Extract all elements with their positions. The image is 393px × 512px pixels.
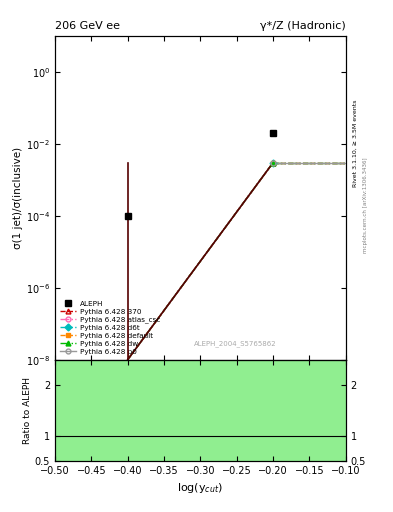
Y-axis label: σ(1 jet)/σ(inclusive): σ(1 jet)/σ(inclusive) <box>13 146 23 249</box>
Text: 206 GeV ee: 206 GeV ee <box>55 21 120 31</box>
Legend: ALEPH, Pythia 6.428 370, Pythia 6.428 atlas_csc, Pythia 6.428 d6t, Pythia 6.428 : ALEPH, Pythia 6.428 370, Pythia 6.428 at… <box>59 299 162 356</box>
Text: ALEPH_2004_S5765862: ALEPH_2004_S5765862 <box>194 340 277 347</box>
Y-axis label: Ratio to ALEPH: Ratio to ALEPH <box>23 377 32 444</box>
Text: Rivet 3.1.10, ≥ 3.5M events: Rivet 3.1.10, ≥ 3.5M events <box>353 100 358 187</box>
Text: γ*/Z (Hadronic): γ*/Z (Hadronic) <box>260 21 346 31</box>
X-axis label: log(y$_{cut}$): log(y$_{cut}$) <box>177 481 224 495</box>
Text: mcplots.cern.ch [arXiv:1306.3436]: mcplots.cern.ch [arXiv:1306.3436] <box>363 157 368 252</box>
